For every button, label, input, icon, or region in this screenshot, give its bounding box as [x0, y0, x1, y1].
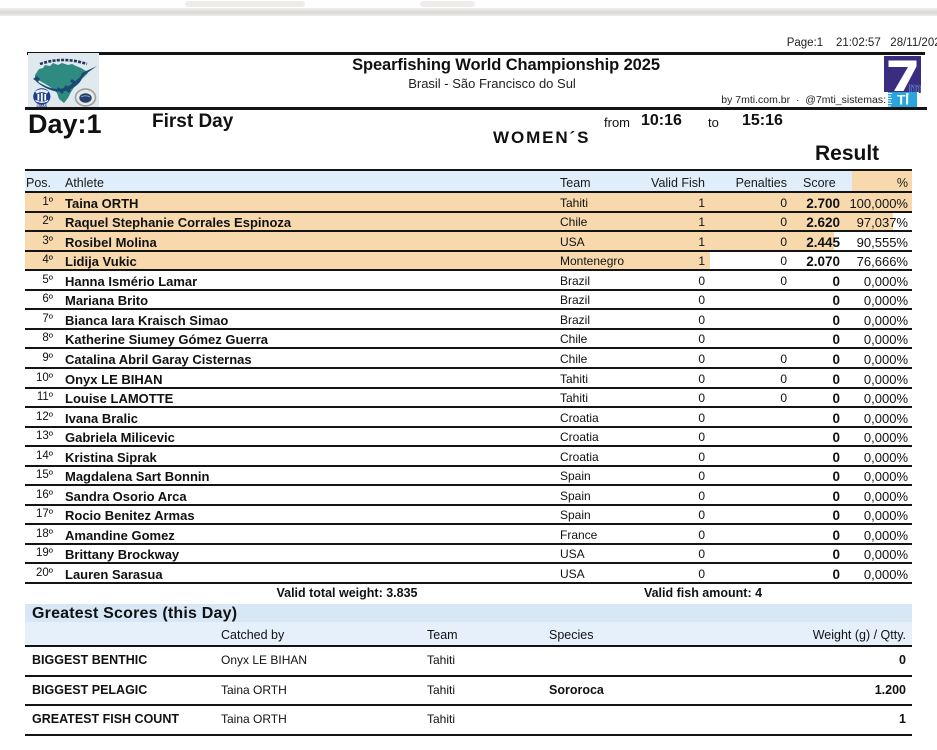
svg-text:TI: TI	[897, 93, 909, 108]
svg-text:CMAS: CMAS	[37, 104, 48, 107]
